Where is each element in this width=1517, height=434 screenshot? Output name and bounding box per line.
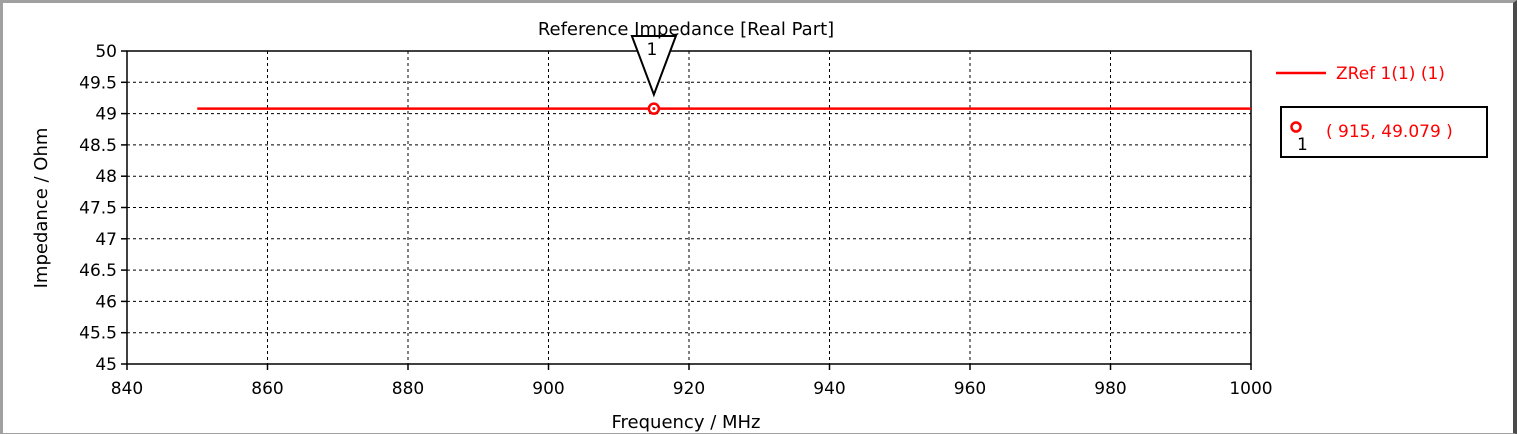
y-tick-label: 46 [95,292,117,312]
marker-point-center [652,107,656,111]
axis-layer [121,50,1252,370]
y-tick-label: 45.5 [79,324,117,344]
legend: ZRef 1(1) (1) [1276,64,1445,84]
y-tick-label: 46.5 [79,261,117,281]
marker-readout-icon [1290,121,1302,133]
y-tick-label: 50 [95,42,117,62]
marker-readout-frame [1280,106,1488,158]
x-tick-label: 880 [392,379,424,399]
y-tick-label: 49 [95,105,117,125]
x-tick-label: 860 [251,379,283,399]
x-axis-title: Frequency / MHz [611,412,760,433]
x-tick-label: 940 [813,379,845,399]
x-tick-label: 960 [954,379,986,399]
y-tick-label: 47 [95,230,117,250]
marker-flag [630,35,678,98]
y-axis-title: Impedance / Ohm [31,128,52,289]
x-tick-label: 1000 [1229,379,1272,399]
x-tick-label: 980 [1094,379,1126,399]
y-tick-label: 49.5 [79,73,117,93]
x-tick-label: 900 [532,379,564,399]
x-tick-label: 840 [111,379,143,399]
y-tick-label: 48.5 [79,136,117,156]
marker-readout-box: 1 ( 915, 49.079 ) [1280,106,1488,158]
y-tick-label: 48 [95,167,117,187]
chart-title: Reference Impedance [Real Part] [538,19,834,40]
marker-readout-value: ( 915, 49.079 ) [1326,122,1453,142]
marker-layer: 1 [630,35,678,115]
chart-svg: 840 860 880 900 920 940 960 980 1000 45 45.5 46 46.5… [31,19,1488,433]
y-tick-label: 47.5 [79,199,117,219]
marker-flag-label: 1 [646,40,657,60]
marker-readout-id: 1 [1297,135,1308,155]
grid-layer [127,51,1251,364]
x-tick-label: 920 [673,379,705,399]
tick-labels: 840 860 880 900 920 940 960 980 1000 45 45.5 46 46.5… [79,42,1272,399]
y-tick-label: 45 [95,355,117,375]
legend-series-label: ZRef 1(1) (1) [1336,64,1445,84]
